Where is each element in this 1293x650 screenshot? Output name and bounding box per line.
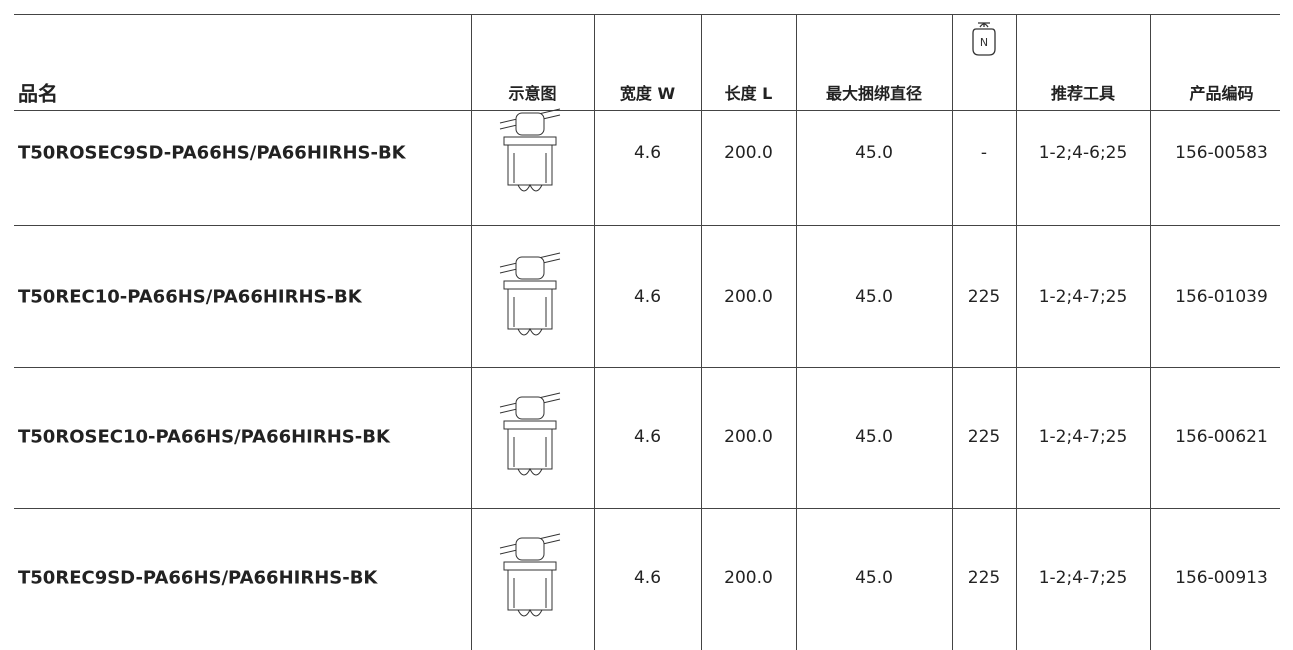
column-border — [594, 14, 595, 650]
tools-cell: 1-2;4-7;25 — [1038, 568, 1128, 588]
force-symbol: N — [980, 36, 988, 49]
code-cell: 156-00583 — [1175, 143, 1268, 163]
diameter-cell: 45.0 — [855, 427, 893, 447]
column-border — [701, 14, 702, 650]
code-cell: 156-01039 — [1175, 287, 1268, 307]
force-cell: 225 — [967, 568, 1001, 588]
header-cell: 宽度 W — [619, 84, 676, 103]
length-cell: 200.0 — [724, 568, 773, 588]
code-cell: 156-00913 — [1175, 568, 1268, 588]
column-border — [1016, 14, 1017, 650]
length-cell: 200.0 — [724, 143, 773, 163]
diameter-cell: 45.0 — [855, 287, 893, 307]
diameter-cell: 45.0 — [855, 568, 893, 588]
product-name: T50REC10-PA66HS/PA66HIRHS-BK — [18, 286, 362, 308]
row-border — [14, 367, 1280, 368]
diameter-cell: 45.0 — [855, 143, 893, 163]
row-border — [14, 110, 1280, 111]
header-cell: 示意图 — [508, 84, 557, 103]
header-cell: 长度 L — [724, 84, 773, 103]
product-name: T50REC9SD-PA66HS/PA66HIRHS-BK — [18, 567, 378, 589]
row-border — [14, 225, 1280, 226]
column-border — [471, 14, 472, 650]
force-cell: 225 — [967, 287, 1001, 307]
force-cell: - — [980, 143, 988, 163]
force-icon: N — [972, 22, 996, 56]
width-cell: 4.6 — [633, 143, 662, 163]
header-cell: 产品编码 — [1189, 84, 1254, 103]
row-border — [14, 14, 1280, 15]
tools-cell: 1-2;4-6;25 — [1038, 143, 1128, 163]
product-name: T50ROSEC10-PA66HS/PA66HIRHS-BK — [18, 426, 390, 448]
header-cell: 推荐工具 — [1050, 84, 1115, 103]
diagram-image — [499, 108, 561, 192]
tools-cell: 1-2;4-7;25 — [1038, 427, 1128, 447]
force-cell: 225 — [967, 427, 1001, 447]
width-cell: 4.6 — [633, 427, 662, 447]
length-cell: 200.0 — [724, 427, 773, 447]
column-border — [952, 14, 953, 650]
header-cell: 品名 — [18, 81, 58, 106]
product-name: T50ROSEC9SD-PA66HS/PA66HIRHS-BK — [18, 142, 406, 164]
header-cell: 最大捆绑直径 — [825, 84, 922, 103]
diagram-image — [499, 252, 561, 336]
column-border — [796, 14, 797, 650]
diagram-image — [499, 533, 561, 617]
column-border — [1150, 14, 1151, 650]
code-cell: 156-00621 — [1175, 427, 1268, 447]
diagram-image — [499, 392, 561, 476]
width-cell: 4.6 — [633, 287, 662, 307]
length-cell: 200.0 — [724, 287, 773, 307]
tools-cell: 1-2;4-7;25 — [1038, 287, 1128, 307]
width-cell: 4.6 — [633, 568, 662, 588]
row-border — [14, 508, 1280, 509]
